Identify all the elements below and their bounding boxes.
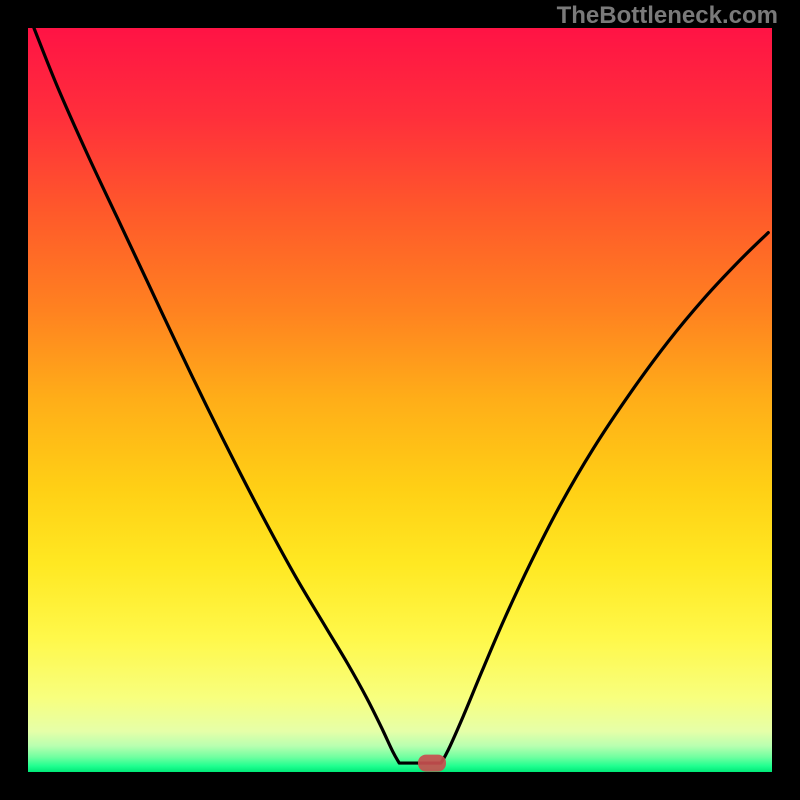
- minimum-marker: [418, 755, 446, 772]
- gradient-background: [28, 28, 772, 772]
- watermark-text: TheBottleneck.com: [557, 2, 778, 30]
- bottleneck-chart: [28, 28, 772, 772]
- watermark-label: TheBottleneck.com: [557, 2, 778, 29]
